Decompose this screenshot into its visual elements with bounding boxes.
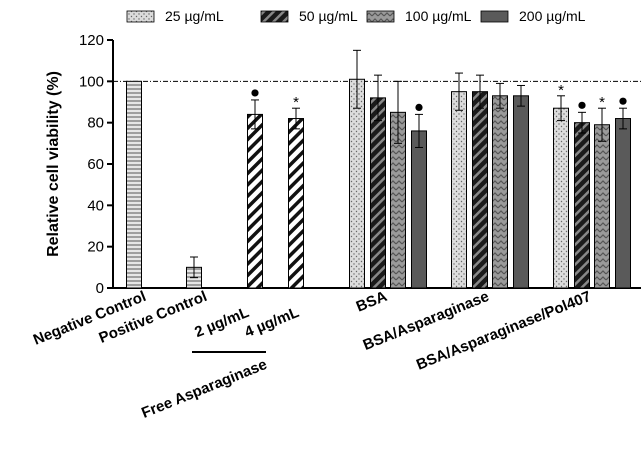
significance-star: * <box>293 94 299 111</box>
bar <box>411 130 427 289</box>
bar-group-3: * <box>247 89 304 289</box>
bar <box>472 91 488 289</box>
legend-swatch <box>126 10 155 23</box>
bar <box>247 113 263 289</box>
bar-group-1 <box>126 80 142 289</box>
legend-swatch <box>260 10 289 23</box>
bar <box>492 95 508 289</box>
y-tick-label: 0 <box>96 280 104 297</box>
y-axis-label: Relative cell viability (%) <box>45 71 62 257</box>
bar <box>370 97 386 289</box>
legend-swatch <box>366 10 395 23</box>
legend: 25 µg/mL 50 µg/mL 100 µg/mL 200 µg/mL <box>126 8 586 24</box>
category-label: BSA/Asparaginase/Pol407 <box>414 288 594 374</box>
significance-star: * <box>599 94 605 111</box>
y-tick-label: 120 <box>79 32 104 49</box>
bar <box>288 118 304 289</box>
bar <box>451 91 467 289</box>
category-label: Free Asparaginase <box>139 356 269 422</box>
significance-dot <box>619 97 627 105</box>
bar <box>574 122 590 289</box>
bar-group-4 <box>349 49 427 289</box>
y-tick-label: 100 <box>79 73 104 90</box>
y-tick-label: 20 <box>87 239 104 256</box>
category-label: BSA <box>354 288 390 316</box>
legend-entry: 25 µg/mL <box>126 8 224 24</box>
bar <box>615 118 631 289</box>
legend-entry: 200 µg/mL <box>480 8 586 24</box>
legend-label: 100 µg/mL <box>405 8 472 24</box>
subcategory-label: 4 µg/mL <box>242 304 301 341</box>
bars: *** <box>126 49 631 289</box>
bar-group-6: ** <box>553 82 631 289</box>
bar-group-2 <box>186 256 202 289</box>
legend-swatch <box>480 10 509 23</box>
bar <box>126 80 142 289</box>
significance-dot <box>578 101 586 109</box>
legend-label: 200 µg/mL <box>519 8 586 24</box>
legend-label: 50 µg/mL <box>299 8 358 24</box>
bar <box>349 78 365 289</box>
y-tick-label: 60 <box>87 156 104 173</box>
y-tick-label: 40 <box>87 197 104 214</box>
bar <box>553 107 569 289</box>
legend-entry: 100 µg/mL <box>366 8 472 24</box>
bar <box>513 95 529 289</box>
significance-star: * <box>558 82 564 99</box>
significance-dot <box>251 89 259 97</box>
legend-entry: 50 µg/mL <box>260 8 358 24</box>
legend-label: 25 µg/mL <box>165 8 224 24</box>
y-tick-label: 80 <box>87 115 104 132</box>
bar-group-5 <box>451 72 529 289</box>
bar <box>594 124 610 289</box>
subcategory-label: 2 µg/mL <box>192 304 251 341</box>
significance-dot <box>415 103 423 111</box>
